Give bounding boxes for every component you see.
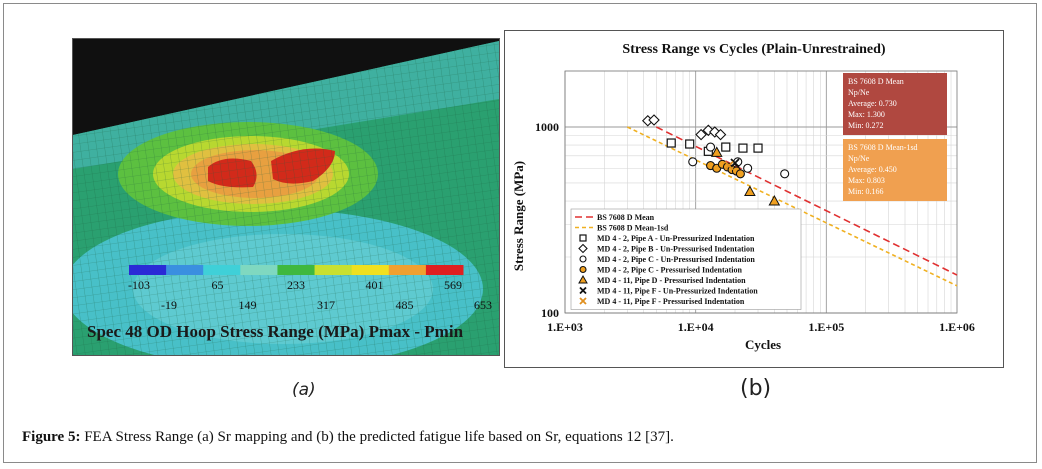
data-point [579, 265, 587, 274]
data-point [579, 234, 587, 242]
y-axis-label: Stress Range (MPa) [511, 161, 526, 271]
y-tick-label: 100 [541, 306, 559, 320]
legend-box [570, 208, 802, 310]
stats-box-line: Max: 0.803 [848, 176, 885, 185]
caption-text: FEA Stress Range (a) Sr mapping and (b) … [80, 429, 674, 445]
fea-legend-value-top: -103 [128, 278, 150, 292]
stats-box-line: Np/Ne [848, 154, 870, 163]
legend-entry-label: MD 4 - 11, Pipe D - Pressurised Indentat… [597, 276, 746, 285]
stats-box-line: Np/Ne [848, 88, 870, 97]
x-tick-label: 1.E+04 [678, 320, 714, 334]
data-point [753, 143, 763, 153]
legend-entry-label: MD 4 - 11, Pipe F - Un-Pressurized Inden… [597, 287, 758, 296]
fea-legend-swatch [277, 265, 316, 275]
fea-legend-swatch [240, 265, 278, 275]
y-tick-label: 1000 [535, 120, 559, 134]
fea-legend-swatch [425, 265, 464, 275]
panel-a-label: (a) [292, 380, 316, 400]
legend-entry-label: BS 7608 D Mean-1sd [597, 224, 669, 233]
stats-box-line: Average: 0.450 [848, 165, 897, 174]
chart-title: Stress Range vs Cycles (Plain-Unrestrain… [622, 42, 885, 57]
fea-legend-value-bottom: -19 [161, 298, 177, 312]
reference-line [626, 126, 958, 287]
data-point [578, 243, 588, 254]
data-point [721, 142, 731, 152]
fea-legend-value-top: 233 [287, 278, 305, 292]
data-points [641, 114, 790, 206]
legend-entry-label: BS 7608 D Mean [597, 213, 655, 222]
data-point [578, 274, 588, 284]
stats-box-line: BS 7608 D Mean-1sd [848, 143, 918, 152]
data-point [730, 158, 740, 168]
fea-legend-labels: -103 65 233 401 569 -19 149 317 485 653 [128, 278, 492, 312]
data-point [579, 297, 587, 305]
fea-legend-swatch [314, 265, 353, 275]
stats-box [843, 73, 947, 135]
data-point [780, 169, 790, 179]
stats-box-line: Max: 1.300 [848, 110, 885, 119]
chart-axes: 1.E+03 1.E+04 1.E+05 1.E+06 100 1000 [535, 70, 975, 334]
fea-legend-value-bottom: 317 [317, 298, 335, 312]
legend-entry-label: MD 4 - 2, Pipe B - Un-Pressurised Indent… [597, 245, 755, 254]
data-point [579, 255, 587, 263]
legend-entry-label: MD 4 - 2, Pipe A - Un-Pressurized Indent… [597, 234, 755, 243]
fea-contour-image: -103 65 233 401 569 -19 149 317 485 653 Spec 48 O… [73, 39, 499, 355]
fea-legend-value-bottom: 485 [396, 298, 414, 312]
sn-chart-panel: Stress Range vs Cycles (Plain-Unrestrain… [504, 30, 1004, 368]
data-point [738, 143, 748, 153]
fea-legend-swatch [388, 265, 427, 275]
stats-box [843, 139, 947, 201]
x-tick-label: 1.E+05 [808, 320, 844, 334]
fea-title: Spec 48 OD Hoop Stress Range (MPa) Pmax … [87, 322, 464, 341]
x-axis-label: Cycles [745, 337, 781, 352]
legend-entry-label: MD 4 - 2, Pipe C - Un-Pressurised Indent… [597, 255, 755, 264]
fea-legend-value-bottom: 653 [474, 298, 492, 312]
data-point [688, 157, 698, 167]
figure-caption: Figure 5: FEA Stress Range (a) Sr mappin… [22, 429, 674, 446]
data-point [744, 185, 756, 196]
legend-entry-label: MD 4 - 11, Pipe F - Pressurised Indentat… [597, 297, 745, 306]
plot-area-border [564, 70, 958, 314]
x-tick-label: 1.E+03 [547, 320, 583, 334]
data-point [768, 194, 781, 206]
data-point [685, 139, 695, 149]
caption-label: Figure 5: [22, 429, 81, 445]
data-point [735, 169, 745, 179]
stats-box-line: Min: 0.272 [848, 121, 884, 130]
data-point [724, 160, 734, 171]
fea-legend-value-bottom: 149 [239, 298, 257, 312]
data-point [648, 114, 660, 126]
legend-entry-label: MD 4 - 2, Pipe C - Pressurised Indentati… [597, 266, 743, 275]
fea-legend-swatch [166, 265, 204, 275]
fea-legend-swatch [203, 265, 241, 275]
data-point [579, 286, 587, 295]
stats-box-line: Min: 0.166 [848, 187, 884, 196]
data-point [666, 138, 676, 148]
fea-legend-value-top: 65 [212, 278, 224, 292]
panel-b-label: (b) [740, 376, 772, 401]
data-point [743, 163, 753, 173]
sn-chart: Stress Range vs Cycles (Plain-Unrestrain… [511, 42, 975, 352]
data-point [695, 128, 707, 141]
fea-color-legend [129, 265, 464, 275]
fea-legend-value-top: 569 [444, 278, 462, 292]
chart-annotations: BS 7608 D Mean Np/Ne Average: 0.730 Max: 1.… [843, 73, 947, 201]
fea-legend-swatch [129, 265, 167, 275]
fea-legend-swatch [351, 265, 390, 275]
stats-box-line: BS 7608 D Mean [848, 77, 904, 86]
stats-box-line: Average: 0.730 [848, 99, 897, 108]
data-point [706, 142, 716, 152]
fea-legend-value-top: 401 [366, 278, 384, 292]
data-point [710, 146, 723, 157]
x-tick-label: 1.E+06 [939, 320, 975, 334]
figure-frame [3, 3, 1037, 463]
fea-contour-panel: -103 65 233 401 569 -19 149 317 485 653 Spec 48 O… [72, 38, 500, 356]
data-point [714, 128, 727, 141]
